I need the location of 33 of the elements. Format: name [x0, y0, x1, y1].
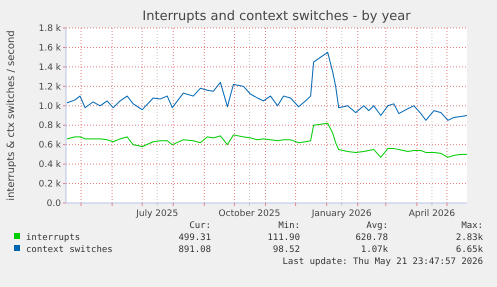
y-axis-title: interrupts & ctx switches / second	[6, 30, 17, 201]
text: 620.78	[355, 233, 388, 243]
text: 6.65k	[456, 245, 484, 255]
text: Cur:	[189, 221, 211, 231]
chart-title: Interrupts and context switches - by year	[142, 9, 412, 24]
text: 98.52	[272, 245, 300, 255]
y-tick-label: 1.6 k	[38, 43, 62, 54]
legend-label: context switches	[26, 245, 113, 255]
y-tick-label: 0.4 k	[38, 160, 62, 170]
y-tick-label: 0.0	[46, 199, 62, 209]
line-series	[66, 122, 468, 158]
legend-label: interrupts	[26, 233, 80, 243]
y-tick-label: 0.8 k	[38, 121, 62, 132]
line-series	[66, 52, 468, 121]
text: 2.83k	[456, 233, 484, 243]
y-tick-label: 1.2 k	[38, 82, 62, 92]
y-tick-label: 1.8 k	[38, 24, 62, 34]
x-tick-label: October 2025	[218, 209, 280, 219]
x-tick-label: July 2025	[135, 209, 178, 219]
y-tick-label: 0.2 k	[38, 180, 62, 190]
text: 111.90	[267, 233, 300, 243]
y-tick-label: 1.0 k	[38, 102, 62, 112]
x-tick-label: January 2026	[310, 209, 372, 219]
y-tick-label: 1.4 k	[38, 62, 62, 73]
text: 1.07k	[360, 245, 389, 255]
x-tick-label: April 2026	[408, 209, 456, 219]
text: 891.08	[178, 245, 211, 255]
y-tick-label: 0.6 k	[38, 140, 62, 151]
text: Last update: Thu May 21 23:47:57 2026	[282, 257, 483, 267]
text: Max:	[461, 221, 483, 231]
text: Avg:	[366, 221, 388, 231]
text: 499.31	[178, 233, 211, 243]
text: Min:	[278, 221, 300, 231]
